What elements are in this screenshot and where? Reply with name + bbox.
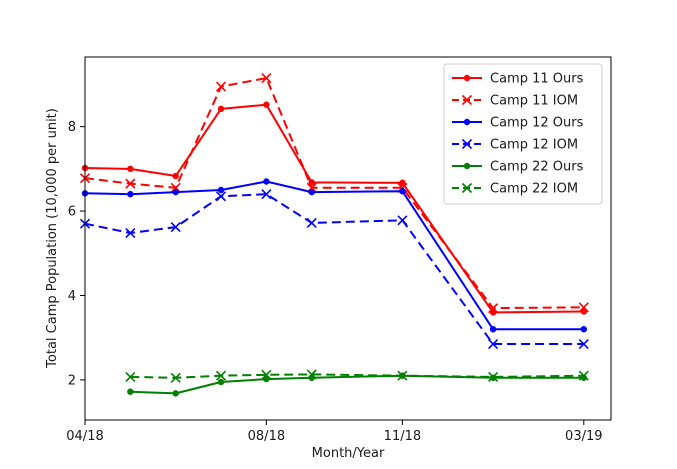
data-point-camp-22-iom	[397, 370, 408, 381]
legend-box	[443, 63, 603, 205]
series-line-camp-22-iom	[130, 373, 584, 379]
y-tick-label: 4	[68, 289, 76, 304]
y-tick-label: 2	[68, 373, 76, 388]
legend-marker	[461, 94, 473, 106]
data-point-camp-22-iom	[125, 371, 136, 383]
data-point-camp-22-iom	[261, 369, 272, 380]
series-camp-11-ours	[81, 101, 588, 316]
data-point-camp-11-iom	[215, 81, 227, 92]
x-tick-label: 11/18	[384, 429, 421, 444]
y-axis-label: Total Camp Population (10,000 per unit)	[45, 108, 60, 369]
legend-label: Camp 11 Ours	[490, 72, 584, 87]
series-line-camp-22-ours	[130, 374, 584, 395]
data-point-camp-11-ours	[172, 172, 179, 180]
legend-label: Camp 22 Ours	[490, 160, 584, 175]
data-point-camp-22-ours	[263, 375, 270, 383]
series-camp-12-ours	[81, 178, 588, 333]
data-point-camp-11-ours	[263, 101, 270, 108]
legend-entry-camp-22-ours: Camp 22 Ours	[452, 160, 584, 175]
legend-entry-camp-12-ours: Camp 12 Ours	[452, 116, 584, 131]
data-point-camp-12-iom	[261, 189, 272, 200]
legend-marker	[461, 182, 473, 194]
legend-entry-camp-11-ours: Camp 11 Ours	[452, 72, 584, 87]
axes-frame	[84, 56, 612, 421]
data-point-camp-12-ours	[127, 190, 134, 198]
data-point-camp-12-ours	[399, 187, 406, 195]
series-camp-12-iom	[79, 189, 589, 350]
data-point-camp-12-ours	[308, 188, 315, 196]
data-point-camp-12-iom	[578, 338, 589, 350]
series-camp-22-iom	[125, 369, 589, 383]
legend-label: Camp 12 Ours	[490, 116, 584, 131]
x-axis-label: Month/Year	[312, 446, 385, 461]
data-point-camp-12-ours	[217, 186, 225, 194]
data-point-camp-11-ours	[399, 179, 406, 187]
data-point-camp-12-iom	[397, 215, 408, 226]
data-point-camp-12-iom	[170, 222, 181, 233]
x-tick-label: 08/18	[248, 429, 285, 444]
data-point-camp-11-ours	[489, 309, 497, 316]
legend-entry-camp-11-iom: Camp 11 IOM	[452, 94, 578, 109]
series-camp-22-ours	[127, 372, 588, 397]
axis-ticks: 04/18 08/18 11/18 03/19 2 4 6 8	[66, 120, 602, 444]
y-tick-label: 8	[68, 120, 76, 135]
plot-area	[79, 73, 589, 397]
data-point-camp-12-ours	[263, 178, 270, 185]
y-tick-label: 6	[68, 205, 76, 220]
data-point-camp-11-ours	[580, 308, 588, 315]
data-point-camp-11-iom	[488, 303, 499, 314]
data-point-camp-22-iom	[578, 370, 589, 381]
legend-marker	[463, 74, 471, 82]
data-point-camp-22-ours	[217, 378, 225, 386]
legend-label: Camp 11 IOM	[490, 94, 578, 109]
data-point-camp-11-iom	[125, 178, 136, 189]
data-point-camp-22-iom	[215, 370, 227, 381]
legend: Camp 11 Ours Camp 11 IOM Camp 12 Ours Camp …	[443, 63, 603, 205]
x-tick-label: 04/18	[66, 429, 103, 444]
data-point-camp-11-iom	[261, 73, 272, 84]
legend-marker	[461, 138, 473, 150]
data-point-camp-22-iom	[170, 372, 181, 383]
data-point-camp-22-ours	[172, 390, 179, 397]
legend-label: Camp 22 IOM	[490, 182, 578, 197]
data-point-camp-11-ours	[217, 105, 225, 113]
data-point-camp-22-iom	[306, 369, 317, 380]
data-point-camp-12-iom	[488, 338, 499, 350]
legend-entry-camp-12-iom: Camp 12 IOM	[452, 138, 578, 153]
data-point-camp-11-iom	[578, 302, 589, 313]
data-point-camp-12-ours	[172, 188, 179, 196]
legend-label: Camp 12 IOM	[490, 138, 578, 153]
x-tick-label: 03/19	[565, 429, 602, 444]
data-point-camp-12-ours	[489, 326, 497, 333]
series-line-camp-11-iom	[84, 77, 584, 310]
data-point-camp-12-iom	[306, 217, 317, 228]
data-point-camp-22-iom	[488, 371, 499, 383]
data-point-camp-12-iom	[215, 191, 227, 202]
data-point-camp-12-ours	[580, 326, 588, 333]
series-line-camp-12-iom	[84, 193, 584, 345]
data-point-camp-11-ours	[308, 179, 315, 186]
data-point-camp-12-iom	[125, 227, 136, 239]
legend-marker	[463, 118, 471, 126]
data-point-camp-11-ours	[127, 165, 134, 173]
legend-marker	[463, 162, 471, 170]
data-point-camp-22-ours	[127, 388, 134, 395]
legend-entry-camp-22-iom: Camp 22 IOM	[452, 182, 578, 197]
